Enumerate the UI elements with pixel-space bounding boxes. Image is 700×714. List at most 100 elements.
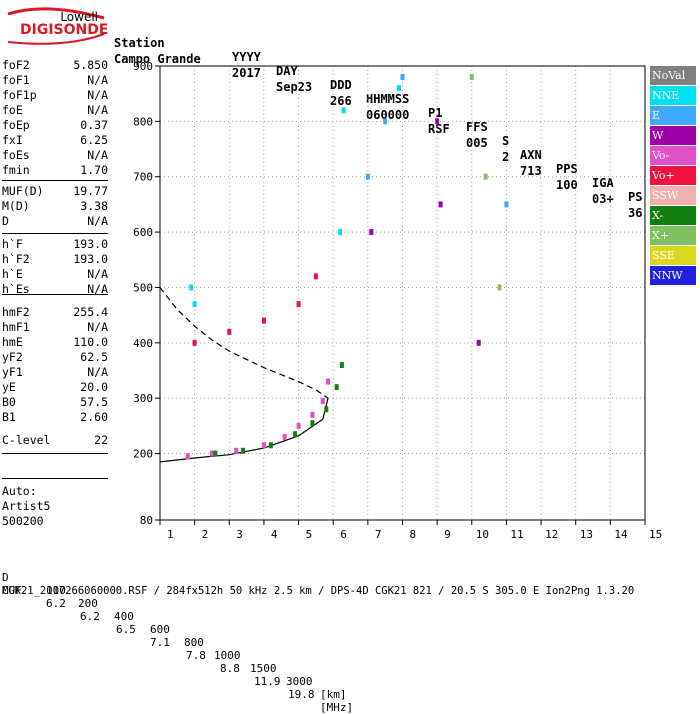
param-row: h`E N/A bbox=[0, 267, 112, 282]
header-yyyy: YYYY bbox=[232, 50, 261, 64]
header-axn: AXN bbox=[520, 148, 542, 162]
data-point-vo bbox=[192, 339, 197, 346]
y-tick-label: 800 bbox=[133, 115, 153, 128]
param-value: N/A bbox=[87, 365, 108, 379]
params-group-muf: MUF(D) 19.77 M(D) 3.38 D N/A bbox=[0, 184, 112, 229]
data-point-vo bbox=[282, 433, 287, 440]
param-value: 62.5 bbox=[80, 350, 108, 364]
logo-swoosh bbox=[7, 7, 105, 45]
x-tick-label: 13 bbox=[580, 528, 593, 541]
x-tick-label: 4 bbox=[271, 528, 278, 541]
y-tick-label: 200 bbox=[133, 448, 153, 461]
data-point-w bbox=[369, 229, 374, 236]
header-iga: IGA bbox=[592, 176, 614, 190]
param-value: N/A bbox=[87, 267, 108, 281]
header-hhmmss-value: 060000 bbox=[366, 108, 410, 122]
param-divider bbox=[2, 478, 108, 479]
param-divider bbox=[2, 294, 108, 295]
param-value: 22 bbox=[94, 433, 108, 447]
chart-grid bbox=[159, 65, 646, 521]
param-label: yE bbox=[2, 380, 16, 394]
header-ddd-value: 266 bbox=[330, 94, 352, 108]
param-label: B0 bbox=[2, 395, 16, 409]
legend-item-x: X+ bbox=[650, 226, 696, 245]
data-point-x bbox=[310, 420, 315, 427]
param-value: N/A bbox=[87, 282, 108, 296]
param-label: foF2 bbox=[2, 58, 30, 72]
x-tick-label: 12 bbox=[545, 528, 558, 541]
legend-item-ssw: SSW bbox=[650, 186, 696, 205]
x-tick-label: 10 bbox=[476, 528, 489, 541]
param-value: 110.0 bbox=[73, 335, 108, 349]
data-point-x bbox=[268, 442, 273, 449]
param-label: h`F bbox=[2, 237, 23, 251]
params-group-profile: hmF2 255.4 hmF1 N/A hmE 110.0 yF2 62.5 yF1 N/… bbox=[0, 305, 112, 425]
muf-value: 6.2 bbox=[80, 610, 100, 623]
param-divider bbox=[2, 453, 108, 454]
muf-value: 11.9 bbox=[254, 675, 281, 688]
data-point-vo bbox=[234, 447, 239, 454]
param-label: MUF(D) bbox=[2, 184, 44, 198]
param-value: 5.850 bbox=[73, 58, 108, 72]
polarization-legend: NoVal NNE E W Vo- Vo+ SSW X- X+ SSE NNW bbox=[650, 66, 696, 286]
y-tick-label: 900 bbox=[133, 60, 153, 73]
header-row-1: Station YYYY DAY DDD HHMMSS P1 FFS S AXN… bbox=[114, 22, 642, 204]
param-value: 6.25 bbox=[80, 133, 108, 147]
header-pps-value: 100 bbox=[556, 178, 578, 192]
data-point-x bbox=[339, 361, 344, 368]
x-tick-label: 3 bbox=[236, 528, 243, 541]
param-value: 255.4 bbox=[73, 305, 108, 319]
y-tick-label: 80 bbox=[140, 514, 153, 527]
data-point-x bbox=[483, 173, 488, 180]
param-label: foF1p bbox=[2, 88, 37, 102]
muf-unit: [MHz] bbox=[320, 701, 354, 714]
y-tick-label: 600 bbox=[133, 226, 153, 239]
data-point-e bbox=[504, 201, 509, 208]
param-row: MUF(D) 19.77 bbox=[0, 184, 112, 199]
param-row: C-level 22 bbox=[0, 433, 112, 448]
autoscaling-line: Artist5 bbox=[2, 499, 51, 513]
legend-item-x: X- bbox=[650, 206, 696, 225]
params-group-confidence: C-level 22 bbox=[0, 433, 112, 448]
data-point-nne bbox=[192, 301, 197, 308]
param-row: hmF2 255.4 bbox=[0, 305, 112, 320]
y-tick-label: 400 bbox=[133, 337, 153, 350]
muf-d-value: 800 bbox=[184, 636, 204, 649]
x-tick-label: 9 bbox=[444, 528, 451, 541]
header-station-value: Campo Grande bbox=[114, 52, 201, 66]
data-point-w bbox=[476, 339, 481, 346]
muf-d-unit: [km] bbox=[320, 688, 347, 701]
data-point-e bbox=[365, 173, 370, 180]
param-row: D N/A bbox=[0, 214, 112, 229]
param-label: fxI bbox=[2, 133, 23, 147]
param-value: N/A bbox=[87, 103, 108, 117]
param-value: 19.77 bbox=[73, 184, 108, 198]
data-point-e bbox=[383, 118, 388, 125]
legend-item-nne: NNE bbox=[650, 86, 696, 105]
param-row: foF1 N/A bbox=[0, 73, 112, 88]
data-point-x bbox=[324, 406, 329, 413]
muf-value: 7.1 bbox=[150, 636, 170, 649]
param-label: D bbox=[2, 214, 9, 228]
param-row: yF2 62.5 bbox=[0, 350, 112, 365]
header-yyyy-value: 2017 bbox=[232, 66, 261, 80]
y-tick-label: 500 bbox=[133, 281, 153, 294]
param-label: fmin bbox=[2, 163, 30, 177]
muf-d-value: 200 bbox=[78, 597, 98, 610]
muf-value: 6.2 bbox=[46, 597, 66, 610]
data-point-e bbox=[400, 74, 405, 81]
muf-value: 8.8 bbox=[220, 662, 240, 675]
muf-d-value: 1500 bbox=[250, 662, 277, 675]
params-group-heights: h`F 193.0 h`F2 193.0 h`E N/A h`Es N/A bbox=[0, 237, 112, 297]
param-row: fxI 6.25 bbox=[0, 133, 112, 148]
param-label: hmF1 bbox=[2, 320, 30, 334]
legend-item-noval: NoVal bbox=[650, 66, 696, 85]
data-point-vo bbox=[261, 442, 266, 449]
param-row: B0 57.5 bbox=[0, 395, 112, 410]
legend-item-sse: SSE bbox=[650, 246, 696, 265]
file-info-footer: CGK21_2017266060000.RSF / 284fx512h 50 k… bbox=[2, 585, 635, 597]
data-point-vo bbox=[296, 422, 301, 429]
data-point-nne bbox=[189, 284, 194, 291]
param-divider bbox=[2, 180, 108, 181]
param-value: N/A bbox=[87, 73, 108, 87]
